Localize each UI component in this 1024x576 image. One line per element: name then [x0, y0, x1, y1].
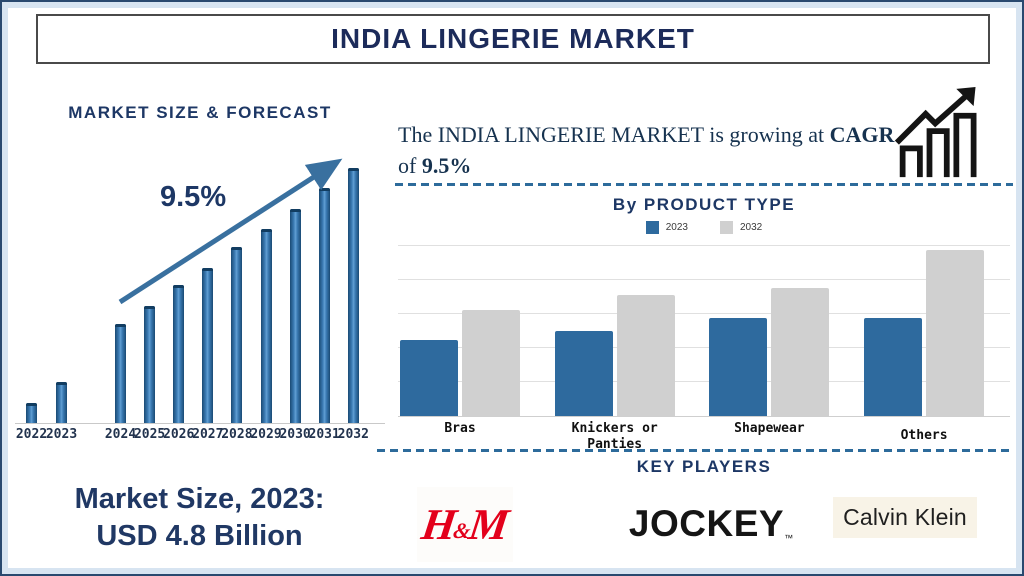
product-category-label: Knickers or Panties: [571, 421, 658, 452]
cagr-statement: The INDIA LINGERIE MARKET is growing at …: [398, 119, 898, 181]
product-category-label: Bras: [444, 421, 476, 436]
hm-logo-text: H&M: [418, 499, 512, 550]
legend-swatch-2023: [645, 221, 659, 234]
product-chart-legend: 2023 2032: [398, 221, 1010, 234]
forecast-bar-2030: [289, 208, 301, 423]
forecast-year-label-2025: 2025: [133, 427, 166, 442]
forecast-section-title: MARKET SIZE & FORECAST: [68, 103, 332, 122]
product-type-category-labels: Bras Knickers or Panties Shapewear Others: [398, 421, 1010, 457]
forecast-bar-2026: [173, 285, 185, 423]
cagr-value: 9.5%: [421, 153, 472, 178]
forecast-bar-2022: [26, 402, 37, 423]
forecast-year-label-2028: 2028: [221, 427, 253, 442]
forecast-axis-labels: 2022 2023 2024 2025 2026 2027 2028 2029 2030 2031…: [15, 427, 381, 445]
product-bar-shapewear-2023: [709, 318, 768, 416]
key-players-title: KEY PLAYERS: [636, 457, 772, 476]
product-bar-bras-2032: [462, 309, 520, 416]
forecast-year-label-2026: 2026: [163, 427, 195, 442]
growth-bars-arrow-icon: [894, 87, 977, 178]
calvin-klein-logo-text: Calvin Klein: [843, 504, 967, 530]
forecast-bar-2023: [56, 382, 67, 423]
product-bar-bras-2023: [400, 339, 458, 416]
title-banner: INDIA LINGERIE MARKET: [36, 14, 990, 64]
product-category-label: Others: [900, 428, 948, 443]
forecast-bar-2024: [115, 323, 126, 423]
legend-item-2032: 2032: [720, 221, 762, 234]
dashed-divider-bottom: [377, 449, 1013, 452]
gridline: [398, 279, 1010, 280]
forecast-bar-2029: [260, 229, 272, 423]
market-size-line2: USD 4.8 Billion: [96, 520, 303, 552]
hm-m: M: [465, 500, 512, 549]
market-size-callout: Market Size, 2023: USD 4.8 Billion: [22, 481, 377, 555]
growth-rate-label: 9.5%: [160, 181, 227, 213]
product-type-chart: [398, 245, 1010, 417]
page-title: INDIA LINGERIE MARKET: [331, 23, 695, 54]
hm-logo: H&M: [417, 487, 513, 562]
legend-label-2023: 2023: [665, 222, 688, 233]
product-bar-knickers-or-panties-2023: [554, 331, 613, 416]
product-bar-others-2023: [864, 318, 923, 416]
jockey-logo: JOCKEY ™: [622, 498, 800, 550]
market-size-line1: Market Size, 2023:: [74, 483, 325, 515]
forecast-year-label-2032: 2032: [337, 427, 369, 442]
forecast-bar-2027: [202, 267, 214, 423]
legend-swatch-2032: [720, 221, 733, 234]
gridline: [398, 245, 1010, 246]
legend-label-2032: 2032: [740, 222, 763, 233]
of-word: of: [398, 153, 417, 178]
forecast-year-label-2030: 2030: [279, 427, 311, 442]
forecast-bar-2025: [144, 305, 156, 423]
gridline: [398, 313, 1010, 314]
calvin-klein-logo: Calvin Klein: [833, 497, 977, 538]
jockey-logo-text: JOCKEY: [628, 503, 785, 544]
legend-item-2023: 2023: [645, 221, 688, 234]
gridline: [398, 347, 1010, 348]
product-bar-others-2032: [926, 250, 985, 416]
trend-arrow: [118, 158, 343, 305]
product-type-section-title: By PRODUCT TYPE: [612, 195, 796, 214]
forecast-year-label-2024: 2024: [104, 427, 137, 442]
gridline: [398, 381, 1010, 382]
forecast-year-label-2027: 2027: [192, 427, 224, 442]
dashed-divider-top: [395, 183, 1013, 186]
jockey-trademark: ™: [784, 533, 794, 543]
forecast-year-label-2022: 2022: [15, 427, 48, 442]
forecast-chart: [15, 160, 385, 424]
cagr-statement-line1: The INDIA LINGERIE MARKET is growing at: [398, 122, 825, 147]
product-category-label: Shapewear: [734, 421, 805, 436]
product-bar-shapewear-2032: [771, 288, 830, 416]
product-bar-knickers-or-panties-2032: [616, 294, 675, 416]
forecast-year-label-2031: 2031: [308, 427, 340, 442]
forecast-bar-2028: [231, 247, 243, 423]
forecast-year-label-2029: 2029: [250, 427, 282, 442]
forecast-bar-2032: [347, 168, 359, 423]
forecast-year-label-2023: 2023: [45, 427, 78, 442]
cagr-word: CAGR: [829, 122, 895, 147]
